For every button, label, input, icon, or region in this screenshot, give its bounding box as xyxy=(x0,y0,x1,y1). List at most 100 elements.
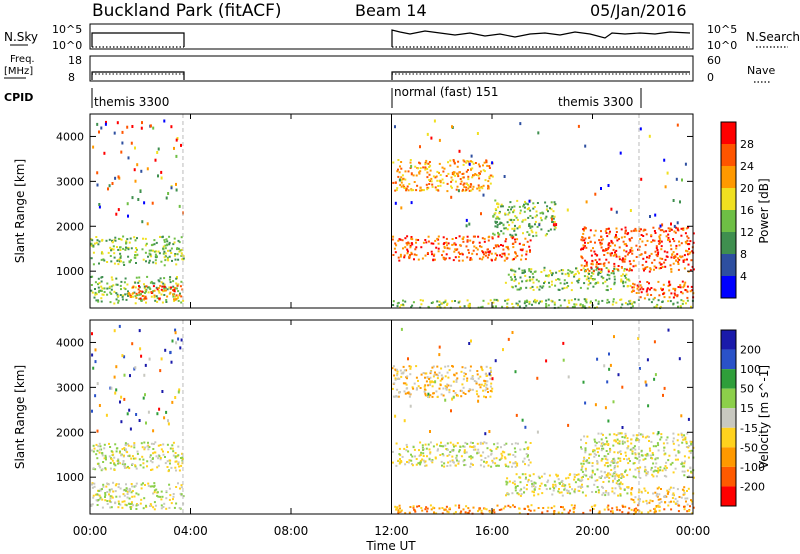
power-echo-cell xyxy=(163,285,166,288)
velocity-echo-cell xyxy=(113,456,116,459)
power-echo-cell xyxy=(615,236,618,239)
velocity-echo-cell xyxy=(130,502,133,505)
velocity-echo-cell xyxy=(395,368,398,371)
power-echo-cell xyxy=(598,258,601,261)
power-echo-cell xyxy=(120,260,122,263)
velocity-echo-cell xyxy=(454,464,457,467)
velocity-echo-cell xyxy=(554,483,557,486)
velocity-echo-cell xyxy=(490,453,493,456)
power-echo-cell xyxy=(419,145,421,149)
power-echo-cell xyxy=(521,280,524,283)
power-echo-cell xyxy=(511,221,514,224)
velocity-echo-cell xyxy=(121,448,124,451)
power-echo-cell xyxy=(413,258,415,261)
velocity-echo-cell xyxy=(157,444,160,447)
velocity-echo-cell xyxy=(429,372,432,375)
power-echo-cell xyxy=(504,240,507,243)
power-echo-cell xyxy=(424,163,427,166)
power-echo-cell xyxy=(450,185,452,188)
power-echo-cell xyxy=(584,300,587,302)
power-echo-cell xyxy=(661,301,664,303)
velocity-echo-cell xyxy=(612,444,615,447)
velocity-echo-cell xyxy=(94,360,97,364)
power-echo-cell xyxy=(650,294,653,296)
velocity-echo-cell xyxy=(580,448,583,450)
velocity-echo-cell xyxy=(392,365,395,368)
power-echo-cell xyxy=(468,304,471,307)
velocity-echo-cell xyxy=(687,510,690,512)
velocity-echo-cell xyxy=(593,455,596,458)
power-echo-cell xyxy=(670,222,672,226)
power-echo-cell xyxy=(673,240,676,243)
velocity-echo-cell xyxy=(618,479,620,482)
velocity-echo-cell xyxy=(536,430,539,434)
velocity-echo-cell xyxy=(652,470,655,473)
velocity-echo-cell xyxy=(585,442,588,445)
velocity-echo-cell xyxy=(104,468,107,471)
velocity-echo-cell xyxy=(177,463,180,466)
velocity-echo-cell xyxy=(600,459,603,462)
power-echo-cell xyxy=(173,237,176,240)
power-echo-cell xyxy=(668,239,671,241)
velocity-echo-cell xyxy=(655,475,658,478)
power-echo-cell xyxy=(621,303,624,306)
power-echo-cell xyxy=(97,277,100,280)
power-echo-cell xyxy=(650,287,653,289)
power-echo-cell xyxy=(452,160,455,163)
velocity-echo-cell xyxy=(663,496,666,498)
velocity-echo-cell xyxy=(462,378,465,381)
power-echo-cell xyxy=(430,302,433,304)
velocity-echo-cell xyxy=(642,458,645,461)
velocity-echo-cell xyxy=(683,462,686,465)
velocity-echo-cell xyxy=(546,481,549,484)
velocity-echo-cell xyxy=(506,492,509,495)
velocity-echo-cell xyxy=(651,457,654,460)
velocity-echo-cell xyxy=(686,510,689,513)
power-echo-cell xyxy=(495,298,498,301)
velocity-echo-cell xyxy=(533,481,536,484)
power-echo-cell xyxy=(622,240,625,243)
power-echo-cell xyxy=(164,255,167,258)
power-echo-cell xyxy=(153,282,156,285)
power-echo-cell xyxy=(482,299,485,302)
power-echo-cell xyxy=(115,277,118,280)
velocity-echo-cell xyxy=(142,466,145,469)
velocity-echo-cell xyxy=(411,463,413,465)
power-echo-cell xyxy=(144,289,147,292)
velocity-echo-cell xyxy=(623,436,626,439)
power-echo-cell xyxy=(575,303,578,306)
power-echo-cell xyxy=(437,247,440,250)
power-echo-cell xyxy=(512,269,515,272)
velocity-echo-cell xyxy=(653,511,656,514)
velocity-echo-cell xyxy=(652,475,655,478)
velocity-echo-cell xyxy=(457,462,460,465)
power-echo-cell xyxy=(392,161,395,164)
power-echo-cell xyxy=(100,280,103,283)
power-echo-cell xyxy=(685,302,687,305)
velocity-echo-cell xyxy=(445,388,448,391)
power-echo-cell xyxy=(484,251,487,254)
velocity-echo-cell xyxy=(91,482,94,485)
velocity-echo-cell xyxy=(459,512,462,514)
power-colorbar-swatch xyxy=(721,122,736,144)
velocity-echo-cell xyxy=(584,449,587,452)
velocity-echo-cell xyxy=(177,337,180,341)
power-echo-cell xyxy=(135,248,138,251)
power-echo-cell xyxy=(683,254,686,257)
power-echo-cell xyxy=(146,286,149,289)
velocity-echo-cell xyxy=(125,489,127,492)
velocity-echo-cell xyxy=(109,495,112,498)
power-echo-cell xyxy=(641,264,644,267)
power-echo-cell xyxy=(524,258,527,261)
velocity-echo-cell xyxy=(429,394,432,397)
power-echo-cell xyxy=(673,224,676,228)
velocity-echo-cell xyxy=(547,506,550,509)
power-echo-cell xyxy=(531,272,534,275)
velocity-echo-cell xyxy=(406,446,409,448)
power-echo-cell xyxy=(449,159,452,162)
velocity-echo-cell xyxy=(174,455,177,458)
power-echo-cell xyxy=(498,222,501,225)
velocity-echo-cell xyxy=(517,493,520,496)
velocity-echo-cell xyxy=(647,454,650,457)
velocity-echo-cell xyxy=(607,492,610,495)
